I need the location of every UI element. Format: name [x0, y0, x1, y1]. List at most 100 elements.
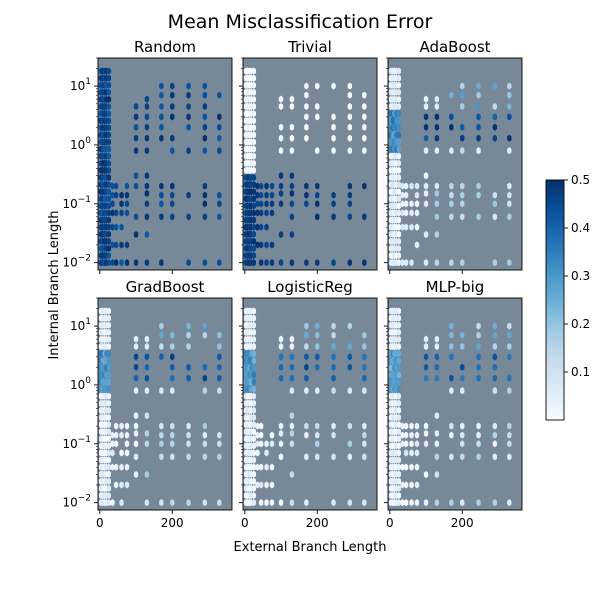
hexbin-cell: [331, 453, 336, 461]
hexbin-cell: [449, 422, 454, 430]
hexbin-cell: [403, 200, 409, 208]
hexbin-cell: [396, 223, 402, 231]
hexbin-cell: [144, 335, 150, 343]
hexbin-cell: [202, 213, 208, 221]
hexbin-cell: [106, 342, 112, 351]
hexbin-cell: [106, 74, 112, 82]
hexbin-cell: [217, 147, 222, 155]
hexbin-cell: [289, 172, 295, 180]
hexbin-cell: [507, 200, 512, 208]
hexbin-cell: [476, 182, 481, 190]
hexbin-cell: [251, 244, 257, 253]
hexbin-cell: [133, 422, 139, 430]
hexbin-cell: [124, 209, 130, 217]
hexbin-cell: [124, 431, 130, 439]
hexbin-cell: [251, 166, 257, 174]
hexbin-cell: [159, 342, 164, 351]
hexbin-cell: [362, 113, 367, 121]
hexbin-cell: [423, 147, 429, 155]
hexbin-cell: [144, 412, 150, 420]
hexbin-cell: [289, 470, 295, 479]
hexbin-cell: [400, 182, 405, 190]
hexbin-cell: [396, 470, 402, 478]
hexbin-cell: [258, 241, 264, 249]
colorbar-tick-label: 0.1: [571, 365, 590, 379]
hexbin-cell: [106, 202, 112, 210]
hexbin-cell: [315, 213, 320, 221]
hexbin-cells: [388, 67, 512, 267]
hexbin-cell: [202, 331, 208, 339]
hexbin-cell: [217, 134, 222, 142]
hexbin-cell: [106, 145, 112, 153]
hexbin-cell: [400, 191, 405, 199]
hexbin-cell: [434, 342, 440, 351]
hexbin-cell: [423, 172, 429, 180]
hexbin-cell: [119, 223, 124, 231]
hexbin-cell: [460, 440, 465, 448]
hexbin-cell: [144, 429, 150, 438]
hexbin-cell: [255, 463, 260, 471]
hexbin-cell: [434, 353, 440, 361]
hexbin-cell: [202, 422, 208, 430]
hexbin-cell: [251, 159, 257, 167]
hexbin-cell: [106, 180, 112, 189]
hexbin-cell: [159, 431, 164, 439]
hexbin-cell: [304, 331, 309, 339]
x-tick-label: 0: [96, 516, 104, 530]
hexbin-cell: [251, 195, 257, 203]
hexbin-cell: [449, 147, 454, 155]
hexbin-cell: [269, 259, 275, 267]
hexbin-cell: [434, 440, 440, 448]
hexbin-cell: [251, 477, 257, 485]
hexbin-cell: [304, 123, 309, 131]
hexbin-cell: [159, 134, 164, 142]
plot-area: [388, 298, 522, 510]
hexbin-cell: [396, 442, 402, 450]
hexbin-cell: [186, 363, 191, 371]
hexbin-cell: [315, 147, 320, 155]
hexbin-cell: [133, 123, 139, 131]
hexbin-cell: [106, 406, 112, 414]
hexbin-cell: [409, 259, 414, 267]
hexbin-cell: [460, 191, 465, 199]
hexbin-cell: [113, 223, 119, 231]
plot-area: [243, 298, 377, 510]
hexbin-cell: [217, 453, 222, 461]
hexbin-cell: [289, 412, 295, 420]
hexbin-cell: [278, 440, 284, 448]
hexbin-cell: [133, 363, 139, 371]
hexbin-cell: [106, 124, 112, 132]
hexbin-cell: [460, 259, 465, 267]
hexbin-cells: [98, 67, 222, 267]
hexbin-cell: [347, 259, 353, 267]
hexbin-cell: [507, 387, 512, 395]
hexbin-cell: [507, 213, 512, 221]
hexbin-cell: [409, 209, 414, 217]
hexbin-cell: [403, 431, 409, 439]
hexbin-cell: [133, 335, 139, 343]
hexbin-cell: [289, 363, 295, 371]
hexbin-cell: [449, 200, 454, 208]
hexbin-cell: [331, 374, 336, 382]
hexbin-cell: [113, 191, 119, 199]
hexbin-cell: [507, 342, 512, 351]
hexbin-cell: [396, 259, 402, 267]
hexbin-cell: [269, 200, 275, 208]
hexbin-cell: [396, 110, 402, 118]
hexbin-cell: [315, 387, 320, 395]
hexbin-cell: [289, 259, 295, 267]
hexbin-cell: [269, 481, 275, 489]
hexbin-cell: [507, 182, 512, 190]
hexbin-cell: [170, 147, 175, 155]
hexbin-cell: [396, 117, 402, 125]
hexbin-cell: [264, 209, 269, 217]
hexbin-cell: [396, 102, 402, 111]
hexbin-cell: [202, 453, 208, 461]
hexbin-cell: [460, 182, 465, 190]
hexbin-cell: [186, 342, 191, 351]
hexbin-cell: [144, 499, 150, 507]
hexbin-cell: [255, 431, 260, 439]
hexbin-cell: [423, 422, 429, 430]
hexbin-cell: [396, 371, 402, 379]
